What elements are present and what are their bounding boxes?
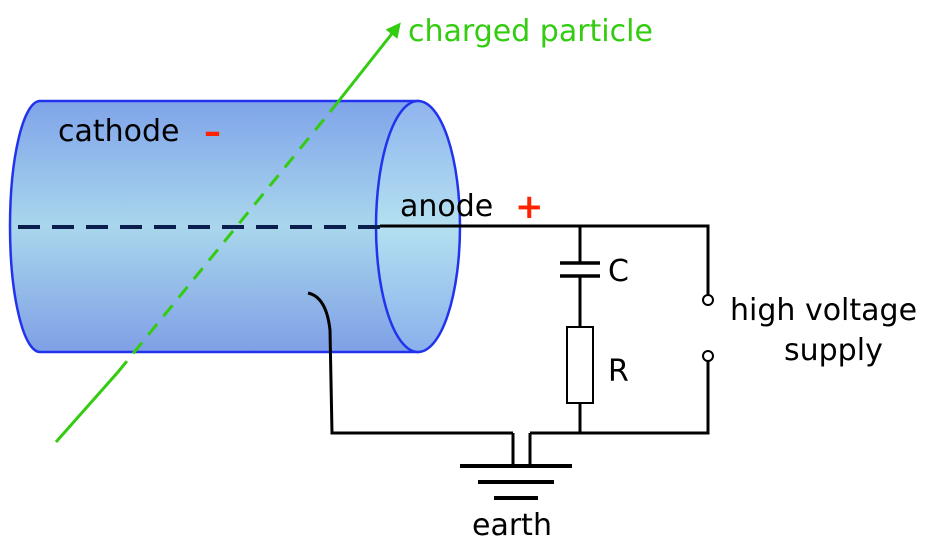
- anode-external-wire: [380, 224, 710, 296]
- resistor-label: R: [608, 354, 629, 389]
- supply-terminal-top: [702, 294, 714, 306]
- supply-return-wire: [530, 361, 710, 435]
- supply-terminal-bottom: [702, 350, 714, 362]
- particle-track-arrow: [328, 22, 401, 113]
- particle-track-outside-bottom: [54, 371, 120, 443]
- cathode-sign: –: [204, 112, 221, 152]
- earth-label: earth: [472, 508, 552, 543]
- supply-label-line1: high voltage: [730, 293, 917, 328]
- resistor-symbol: [566, 326, 594, 404]
- charged-particle-label: charged particle: [408, 14, 653, 49]
- capacitor-label: C: [608, 254, 629, 289]
- cathode-tube: [8, 99, 462, 354]
- particle-track-inside: [116, 111, 332, 373]
- anode-label: anode: [400, 189, 493, 224]
- cathode-tube-body: [8, 99, 420, 354]
- supply-label-line2: supply: [784, 333, 883, 368]
- anode-sign: +: [515, 187, 544, 227]
- cathode-label: cathode: [58, 114, 180, 149]
- earth-ground-symbol: [460, 433, 572, 500]
- cathode-lead-wire: [307, 291, 513, 435]
